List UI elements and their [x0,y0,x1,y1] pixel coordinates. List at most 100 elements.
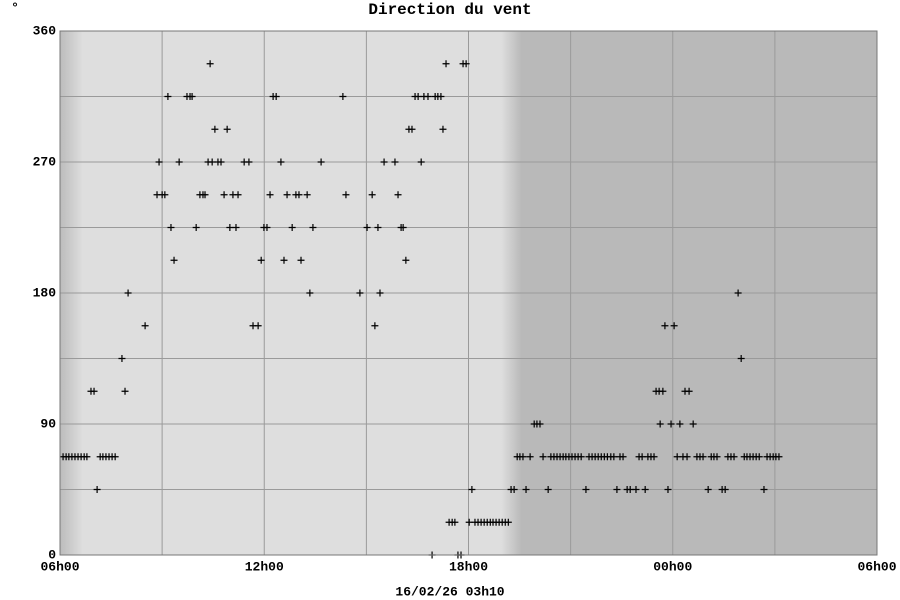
x-tick-label: 12h00 [245,559,284,574]
point [376,289,384,297]
point [510,486,518,493]
point [519,453,527,461]
point [619,453,627,461]
point [713,453,721,461]
point [83,453,91,461]
y-tick-label: 360 [33,23,57,38]
point [536,420,544,428]
plot-frame [59,30,878,556]
point [121,387,129,395]
point [734,289,742,297]
point [462,60,470,68]
point [504,518,512,526]
x-axis-label: 16/02/26 03h10 [395,584,504,599]
point [220,191,228,199]
point [451,518,459,526]
point [526,453,534,461]
point [676,420,684,428]
point [223,125,231,133]
point [201,191,209,199]
point [272,93,280,100]
point [442,60,450,68]
point [342,191,350,199]
point [408,125,416,133]
point [297,256,305,264]
point [721,486,729,493]
point [306,289,314,297]
point [280,256,288,264]
point [775,453,783,461]
point [667,420,675,428]
y-tick-label: 270 [33,154,57,169]
point [111,453,119,461]
point [155,158,163,166]
point [522,486,530,493]
x-tick-label: 18h00 [449,559,488,574]
point [437,93,445,100]
point [402,256,410,264]
point [670,322,678,330]
point [391,158,399,166]
point [610,453,618,461]
point [641,486,649,493]
point [760,486,768,493]
point [161,191,169,199]
point [217,158,225,166]
point [468,486,476,493]
point [613,486,621,493]
point [164,93,172,100]
point [266,191,274,199]
point [685,387,693,395]
y-tick-label: 0 [48,547,56,562]
point [175,158,183,166]
point [124,289,132,297]
x-tick-label: 06h00 [40,559,79,574]
point [232,224,240,231]
point [374,224,382,231]
y-tick-label: 180 [33,285,57,300]
point [234,191,242,199]
point [417,158,425,166]
point [399,224,407,231]
point [363,224,371,231]
point [577,453,585,461]
point [656,420,664,428]
point [283,191,291,199]
point [118,355,126,362]
y-axis-label: ° [11,0,19,15]
point [339,93,347,100]
point [317,158,325,166]
point [544,486,552,493]
point [309,224,317,231]
x-tick-label: 00h00 [653,559,692,574]
point [659,387,667,395]
point [90,387,98,395]
point [288,224,296,231]
point [380,158,388,166]
point [439,125,447,133]
point [211,125,219,133]
point [368,191,376,199]
point [699,453,707,461]
y-tick-label: 90 [40,416,56,431]
point [245,158,253,166]
point [424,93,432,100]
marks [59,60,783,559]
point [295,191,303,199]
point [93,486,101,493]
point [737,355,745,362]
point [141,322,149,330]
point [730,453,738,461]
point [167,224,175,231]
chart-title: Direction du vent [368,1,531,19]
point [254,322,262,330]
point [257,256,265,264]
point [188,93,196,100]
point [192,224,200,231]
point [277,158,285,166]
point [683,453,691,461]
point [582,486,590,493]
point [650,453,658,461]
